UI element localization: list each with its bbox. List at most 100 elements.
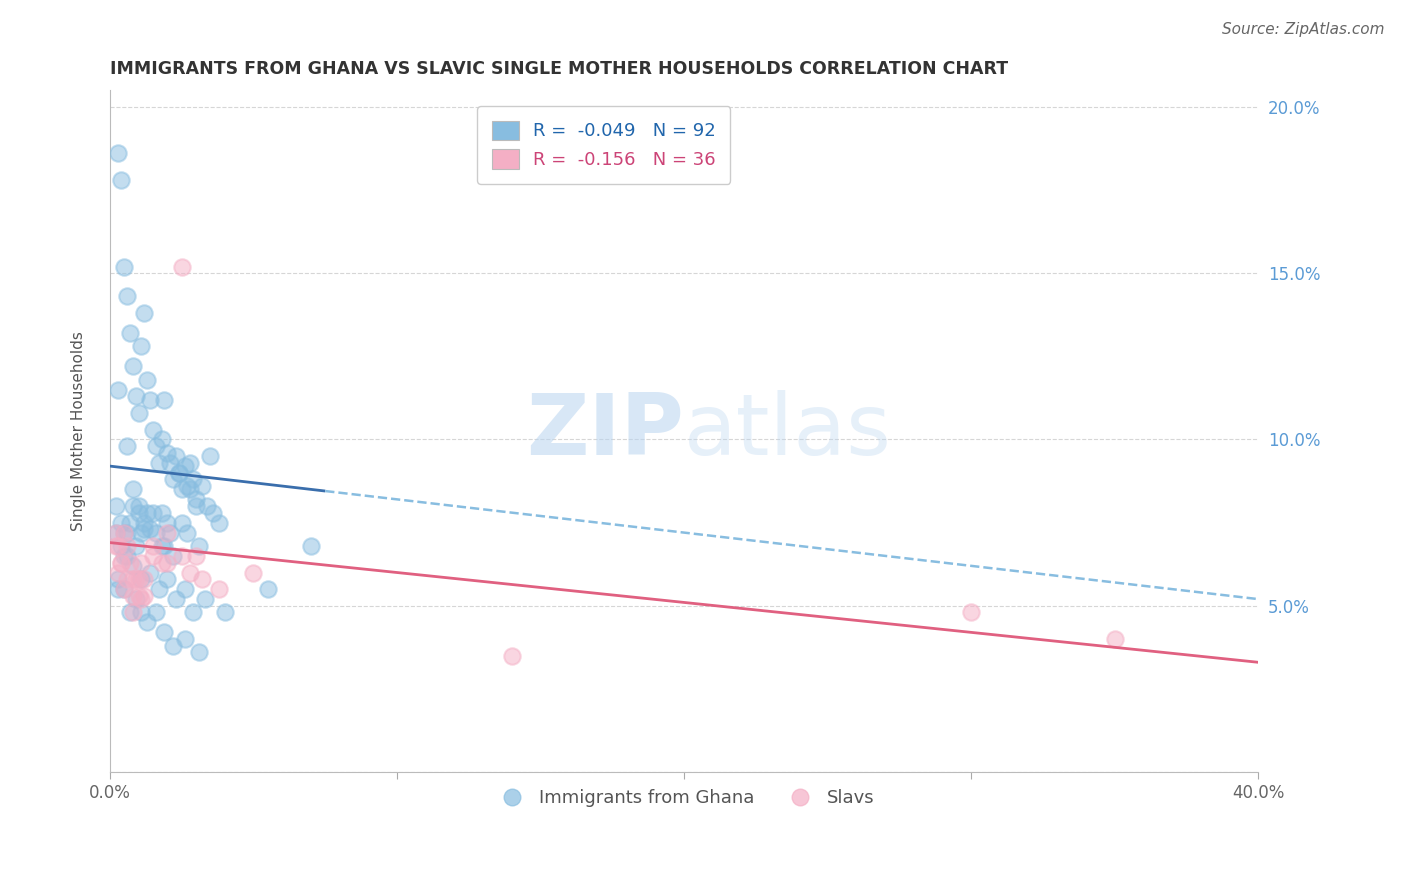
Point [200, 449, 222, 463]
Point [131, 556, 153, 570]
Point [173, 582, 195, 596]
Point [145, 439, 167, 453]
Point [139, 566, 162, 580]
Point [134, 306, 156, 320]
Point [165, 449, 187, 463]
Point [181, 472, 204, 486]
Point [179, 456, 201, 470]
Point [125, 572, 148, 586]
Point [242, 566, 264, 580]
Text: atlas: atlas [685, 390, 893, 473]
Point [107, 146, 129, 161]
Point [128, 506, 150, 520]
Point [167, 466, 190, 480]
Point [142, 539, 165, 553]
Point [110, 556, 132, 570]
Point [150, 539, 173, 553]
Point [107, 539, 129, 553]
Point [136, 373, 159, 387]
Point [118, 606, 141, 620]
Point [501, 648, 523, 663]
Point [170, 260, 193, 274]
Point [131, 592, 153, 607]
Point [170, 549, 193, 563]
Legend: Immigrants from Ghana, Slavs: Immigrants from Ghana, Slavs [486, 781, 882, 814]
Point [112, 549, 135, 563]
Point [125, 539, 148, 553]
Point [214, 606, 236, 620]
Point [156, 525, 179, 540]
Point [139, 392, 162, 407]
Point [1104, 632, 1126, 646]
Point [104, 525, 127, 540]
Point [156, 556, 179, 570]
Point [121, 572, 143, 586]
Point [162, 639, 184, 653]
Point [128, 572, 150, 586]
Point [107, 582, 129, 596]
Point [121, 483, 143, 497]
Point [131, 339, 153, 353]
Point [187, 645, 209, 659]
Text: IMMIGRANTS FROM GHANA VS SLAVIC SINGLE MOTHER HOUSEHOLDS CORRELATION CHART: IMMIGRANTS FROM GHANA VS SLAVIC SINGLE M… [110, 60, 1008, 78]
Point [960, 606, 983, 620]
Point [128, 499, 150, 513]
Point [107, 383, 129, 397]
Point [202, 506, 225, 520]
Point [125, 592, 148, 607]
Point [153, 625, 176, 640]
Point [148, 456, 170, 470]
Point [190, 572, 212, 586]
Point [134, 572, 156, 586]
Point [121, 558, 143, 573]
Point [110, 173, 132, 187]
Point [176, 479, 198, 493]
Point [107, 566, 129, 580]
Point [131, 525, 153, 540]
Point [142, 549, 165, 563]
Point [208, 582, 231, 596]
Point [121, 589, 143, 603]
Point [176, 525, 198, 540]
Text: ZIP: ZIP [526, 390, 685, 473]
Point [118, 326, 141, 340]
Point [156, 572, 179, 586]
Point [115, 525, 138, 540]
Point [142, 506, 165, 520]
Point [179, 483, 201, 497]
Point [128, 406, 150, 420]
Point [162, 472, 184, 486]
Point [190, 479, 212, 493]
Point [112, 525, 135, 540]
Point [194, 592, 217, 607]
Point [110, 516, 132, 530]
Point [121, 499, 143, 513]
Point [170, 483, 193, 497]
Point [121, 359, 143, 374]
Point [173, 459, 195, 474]
Point [110, 539, 132, 553]
Point [139, 522, 162, 536]
Point [184, 549, 207, 563]
Point [118, 556, 141, 570]
Point [115, 572, 138, 586]
Point [156, 446, 179, 460]
Point [136, 615, 159, 630]
Point [142, 423, 165, 437]
Point [159, 456, 181, 470]
Point [165, 592, 187, 607]
Point [115, 439, 138, 453]
Point [145, 606, 167, 620]
Point [115, 539, 138, 553]
Point [299, 539, 322, 553]
Point [121, 606, 143, 620]
Point [187, 539, 209, 553]
Point [112, 582, 135, 596]
Point [104, 499, 127, 513]
Point [145, 525, 167, 540]
Point [153, 392, 176, 407]
Point [150, 506, 173, 520]
Point [170, 516, 193, 530]
Point [156, 516, 179, 530]
Point [184, 492, 207, 507]
